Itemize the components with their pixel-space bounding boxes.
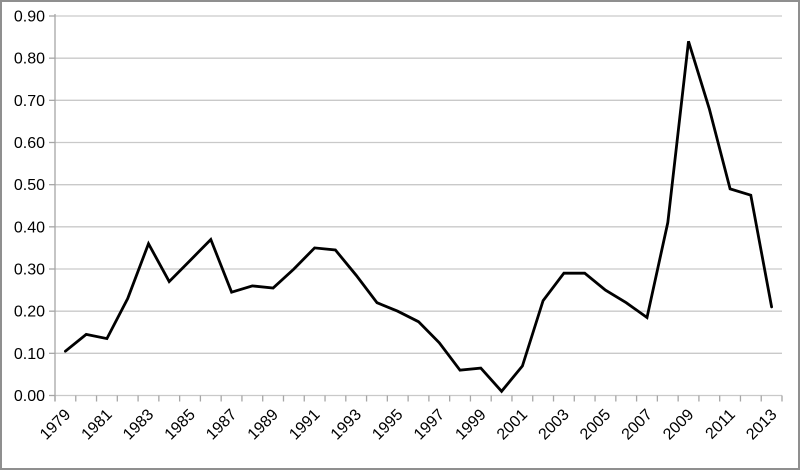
y-tick-label: 0.50 (14, 177, 45, 194)
x-tick-label: 1981 (79, 406, 116, 443)
x-tick-label: 1979 (37, 406, 74, 443)
data-series-line (64, 40, 773, 394)
x-tick-label: 2011 (703, 406, 739, 442)
x-tick-label: 1987 (203, 406, 240, 443)
x-tick-label: 1993 (328, 406, 365, 443)
x-tick-label: 2001 (494, 406, 531, 443)
x-tick-label: 2003 (536, 406, 573, 443)
y-tick-label: 0.00 (14, 388, 45, 405)
x-tick-label: 2009 (660, 406, 697, 443)
y-tick-label: 0.70 (14, 93, 45, 110)
y-tick-label: 0.60 (14, 135, 45, 152)
x-tick-label: 1999 (452, 406, 489, 443)
x-tick-label: 1997 (411, 406, 448, 443)
x-tick-label: 1985 (162, 406, 199, 443)
x-tick-label: 1991 (286, 406, 323, 443)
y-tick-label: 0.40 (14, 219, 45, 236)
x-tick-label: 2007 (619, 406, 656, 443)
y-tick-label: 0.90 (14, 9, 45, 26)
x-tick-label: 2013 (743, 406, 780, 443)
x-tick-label: 1989 (245, 406, 282, 443)
y-tick-label: 0.80 (14, 51, 45, 68)
y-tick-label: 0.10 (14, 346, 45, 363)
x-tick-label: 2005 (577, 406, 614, 443)
y-tick-label: 0.20 (14, 304, 45, 321)
y-tick-label: 0.30 (14, 262, 45, 279)
x-tick-label: 1995 (369, 406, 406, 443)
x-tick-label: 1983 (120, 406, 157, 443)
